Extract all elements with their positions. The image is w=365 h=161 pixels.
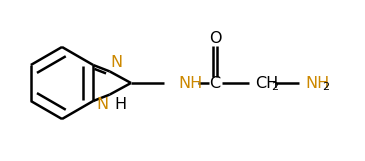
Text: N: N [111, 55, 123, 70]
Text: C: C [210, 76, 220, 90]
Text: N: N [97, 97, 109, 112]
Text: 2: 2 [271, 82, 278, 92]
Text: CH: CH [255, 76, 278, 90]
Text: O: O [209, 30, 221, 46]
Text: NH: NH [305, 76, 329, 90]
Text: H: H [115, 97, 127, 112]
Text: 2: 2 [322, 82, 329, 92]
Text: NH: NH [178, 76, 202, 90]
